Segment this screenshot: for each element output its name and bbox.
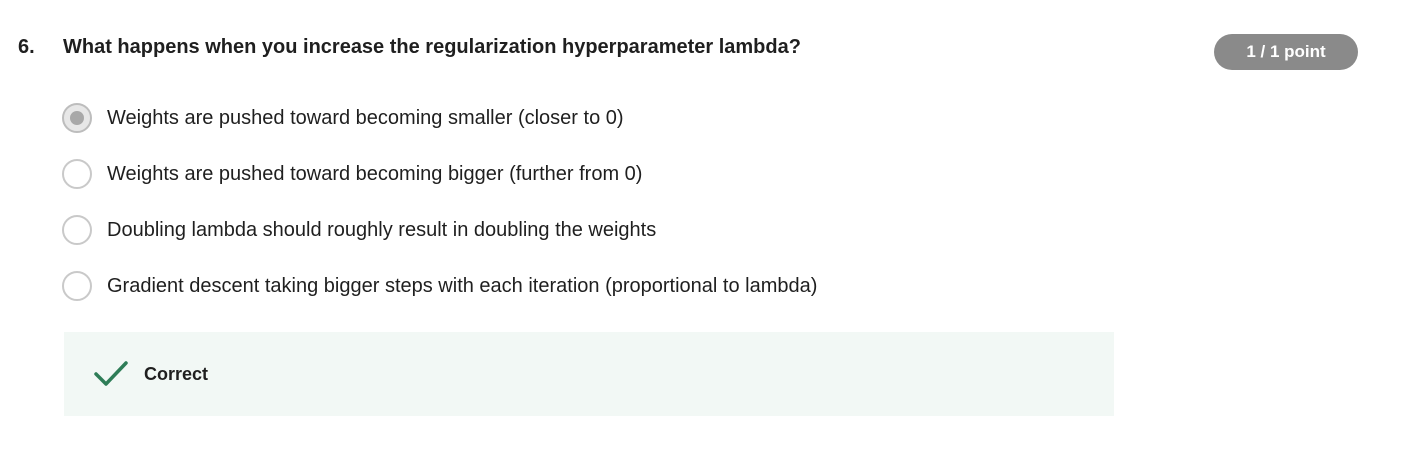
option-label: Weights are pushed toward becoming bigge… (107, 162, 643, 185)
score-badge: 1 / 1 point (1214, 34, 1358, 70)
radio-button[interactable] (62, 271, 92, 301)
question-number: 6. (18, 36, 35, 58)
radio-button-selected[interactable] (62, 103, 92, 133)
feedback-panel: Correct (64, 332, 1114, 416)
radio-button[interactable] (62, 215, 92, 245)
option-label: Doubling lambda should roughly result in… (107, 218, 657, 241)
answer-option-1[interactable]: Weights are pushed toward becoming small… (62, 90, 1122, 146)
option-label: Weights are pushed toward becoming small… (107, 106, 624, 129)
answer-option-3[interactable]: Doubling lambda should roughly result in… (62, 202, 1122, 258)
answer-option-2[interactable]: Weights are pushed toward becoming bigge… (62, 146, 1122, 202)
checkmark-icon (94, 359, 128, 389)
answer-option-4[interactable]: Gradient descent taking bigger steps wit… (62, 258, 1122, 314)
option-label: Gradient descent taking bigger steps wit… (107, 274, 818, 297)
feedback-status: Correct (144, 363, 209, 384)
radio-button[interactable] (62, 159, 92, 189)
answer-options: Weights are pushed toward becoming small… (62, 90, 1122, 314)
question-text: What happens when you increase the regul… (63, 36, 801, 58)
